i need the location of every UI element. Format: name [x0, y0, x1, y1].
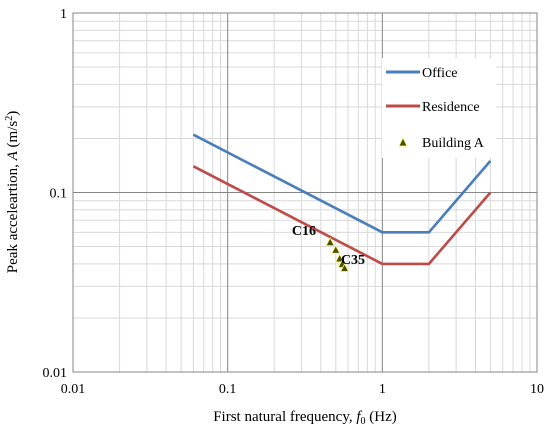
x-axis-title-suffix: (Hz) — [366, 409, 397, 425]
x-tick-label: 1 — [379, 382, 386, 397]
y-tick-label: 0.1 — [50, 187, 68, 202]
y-axis-title-symbol: A — [5, 150, 21, 161]
x-axis-title: First natural frequency, f0 (Hz) — [213, 409, 397, 427]
y-axis-title-close: ) — [5, 111, 21, 116]
legend: Office Residence Building A — [382, 58, 496, 158]
legend-label-office: Office — [422, 66, 458, 81]
series-line-office — [192, 133, 492, 234]
annotation-c35: C35 — [341, 253, 365, 268]
x-axis-title-symbol: f — [356, 409, 362, 425]
plot-area-frame — [72, 12, 538, 373]
x-tick-label: 0.1 — [219, 382, 237, 397]
y-tick-label: 1 — [60, 7, 67, 22]
legend-swatch-building-a-triangle — [398, 137, 408, 147]
legend-label-building-a: Building A — [422, 136, 485, 151]
x-axis-title-prefix: First natural frequency, — [213, 409, 356, 425]
legend-label-residence: Residence — [422, 100, 480, 115]
data-point-building-a — [325, 237, 335, 246]
series-layer — [192, 133, 492, 272]
y-axis-title-prefix: Peak acceleartion, — [5, 160, 21, 273]
annotation-c16: C16 — [292, 224, 316, 239]
annotation-layer: C16 C35 — [292, 224, 365, 268]
data-point-building-a — [331, 244, 341, 254]
x-axis-title-subscript: 0 — [361, 416, 366, 427]
x-tick-label: 10 — [530, 382, 544, 397]
y-axis-title-suffix: (m/s — [5, 121, 21, 152]
data-point-building-a — [339, 263, 350, 272]
y-axis-title: Peak acceleartion, A (m/s2) — [4, 111, 21, 273]
y-axis-title-superscript: 2 — [4, 116, 15, 121]
y-tick-label: 0.01 — [43, 366, 68, 381]
series-line-residence — [192, 165, 492, 266]
x-tick-labels: 0.01 0.1 1 10 — [61, 382, 544, 397]
x-tick-label: 0.01 — [61, 382, 86, 397]
y-tick-labels: 0.01 0.1 1 — [43, 7, 68, 381]
data-point-building-a — [335, 253, 345, 263]
